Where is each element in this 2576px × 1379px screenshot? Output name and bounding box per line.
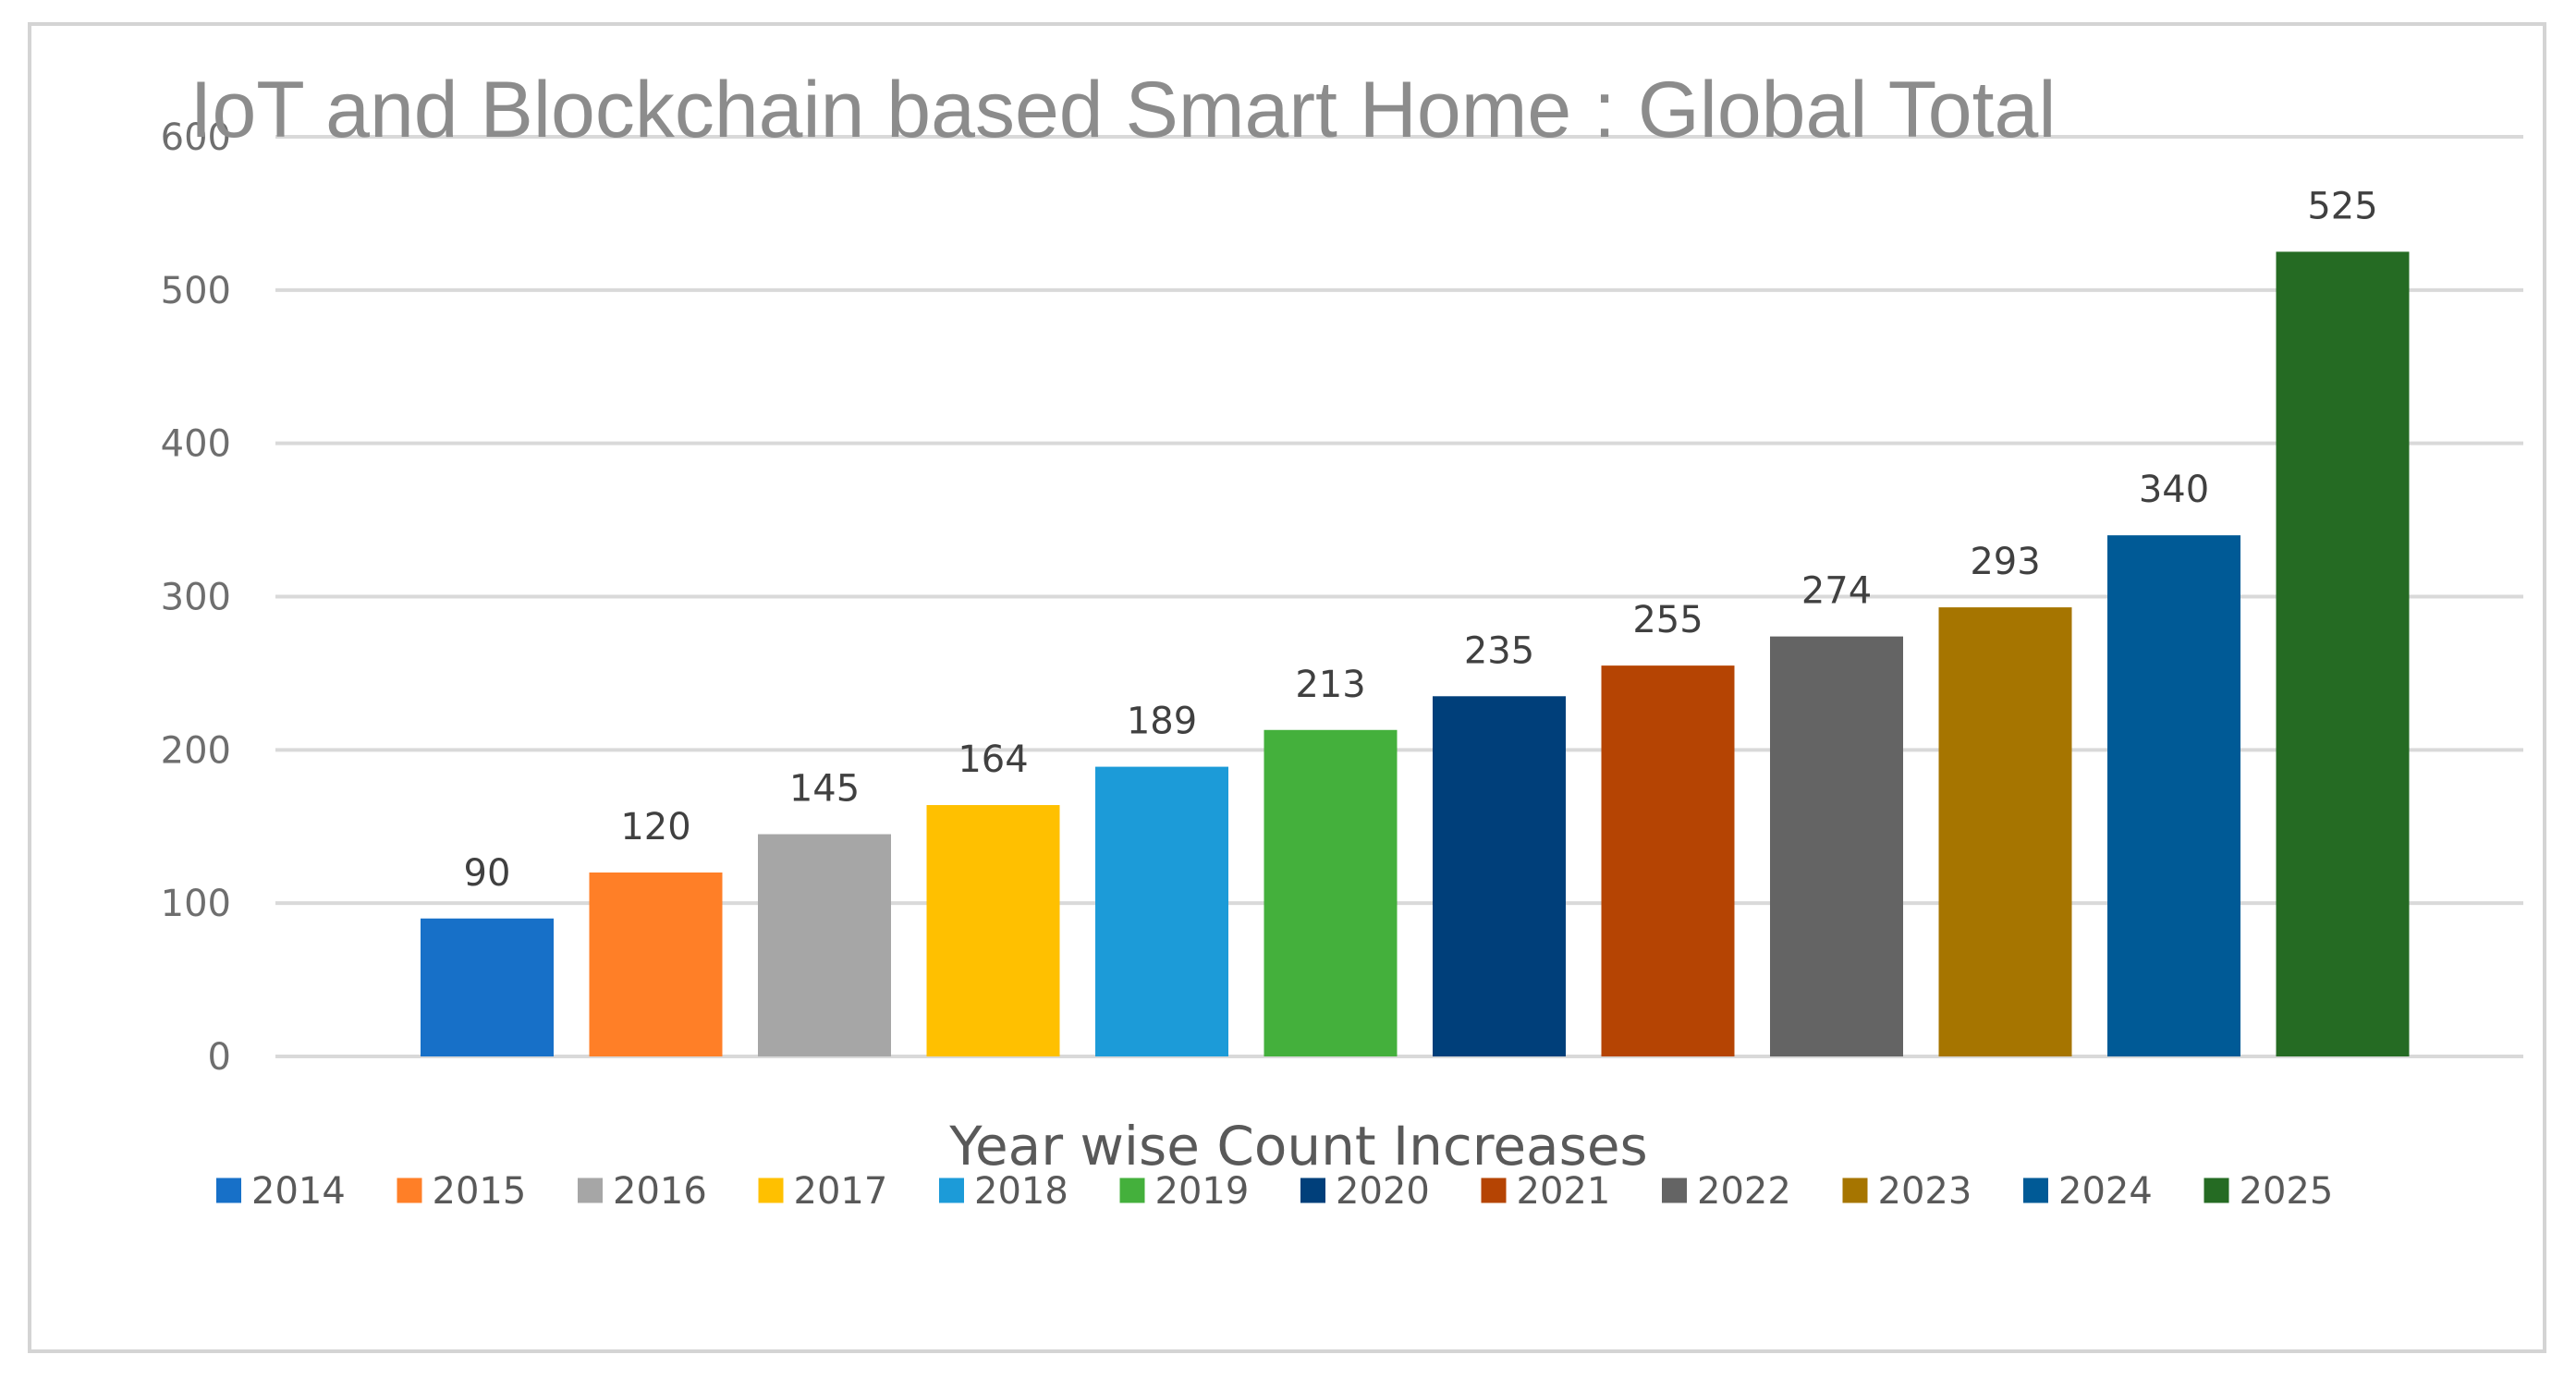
- data-label-2025: 525: [2307, 185, 2377, 227]
- legend-label-2017: 2017: [794, 1170, 888, 1213]
- legend-swatch-2024: [2023, 1178, 2048, 1203]
- legend-swatch-2019: [1119, 1178, 1145, 1203]
- data-label-2020: 235: [1464, 629, 1534, 672]
- legend-label-2024: 2024: [2058, 1170, 2153, 1213]
- y-tick-label: 100: [161, 883, 231, 925]
- legend-swatch-2017: [758, 1178, 784, 1203]
- y-tick-label: 0: [208, 1036, 231, 1079]
- bar-2018: [1095, 766, 1228, 1056]
- bar-2024: [2107, 535, 2240, 1056]
- bar-2025: [2276, 251, 2410, 1056]
- y-tick-label: 600: [161, 116, 231, 159]
- data-label-2016: 145: [789, 768, 860, 811]
- data-label-2021: 255: [1632, 599, 1703, 641]
- legend-label-2016: 2016: [613, 1170, 707, 1213]
- legend-swatch-2023: [1842, 1178, 1868, 1203]
- legend-swatch-2016: [578, 1178, 603, 1203]
- y-tick-label: 500: [161, 270, 231, 312]
- data-labels: 90 120 145 164 189 213 235 255 274 293 340 525: [464, 185, 2378, 894]
- data-label-2015: 120: [620, 806, 690, 848]
- y-tick-label: 300: [161, 577, 231, 619]
- data-label-2017: 164: [958, 738, 1028, 781]
- data-label-2014: 90: [464, 852, 511, 895]
- data-label-2018: 189: [1127, 701, 1197, 743]
- y-tick-label: 200: [161, 729, 231, 772]
- bar-2023: [1938, 607, 2072, 1056]
- legend-label-2019: 2019: [1155, 1170, 1250, 1213]
- bar-2020: [1433, 696, 1566, 1056]
- data-label-2019: 213: [1295, 664, 1365, 706]
- y-tick-label: 400: [161, 423, 231, 466]
- legend-swatch-2015: [397, 1178, 422, 1203]
- bar-2019: [1264, 729, 1398, 1056]
- x-axis-label: Year wise Count Increases: [948, 1115, 1647, 1178]
- legend-label-2022: 2022: [1697, 1170, 1791, 1213]
- legend-swatch-2021: [1481, 1178, 1507, 1203]
- bar-2016: [758, 834, 891, 1056]
- legend: 2014 2015 2016 2017 2018 2019 2020 2021 2022 2023…: [216, 1170, 2333, 1213]
- legend-swatch-2018: [939, 1178, 964, 1203]
- bars: [421, 251, 2410, 1056]
- legend-label-2018: 2018: [974, 1170, 1068, 1213]
- legend-swatch-2014: [216, 1178, 241, 1203]
- data-label-2022: 274: [1801, 570, 1872, 613]
- bar-2014: [421, 918, 554, 1056]
- legend-swatch-2020: [1300, 1178, 1325, 1203]
- legend-swatch-2025: [2204, 1178, 2229, 1203]
- legend-swatch-2022: [1662, 1178, 1687, 1203]
- chart-title: IoT and Blockchain based Smart Home : Gl…: [190, 66, 2057, 154]
- y-axis-ticks: 0 100 200 300 400 500 600: [161, 116, 231, 1079]
- legend-label-2025: 2025: [2240, 1170, 2334, 1213]
- data-label-2023: 293: [1970, 541, 2040, 583]
- bar-2021: [1601, 665, 1735, 1056]
- legend-label-2015: 2015: [433, 1170, 527, 1213]
- bar-2022: [1770, 636, 1903, 1056]
- legend-label-2020: 2020: [1336, 1170, 1430, 1213]
- legend-label-2023: 2023: [1878, 1170, 1972, 1213]
- legend-label-2014: 2014: [251, 1170, 346, 1213]
- bar-2015: [589, 873, 723, 1056]
- legend-label-2021: 2021: [1517, 1170, 1611, 1213]
- data-label-2024: 340: [2139, 469, 2209, 511]
- bar-2017: [926, 805, 1060, 1056]
